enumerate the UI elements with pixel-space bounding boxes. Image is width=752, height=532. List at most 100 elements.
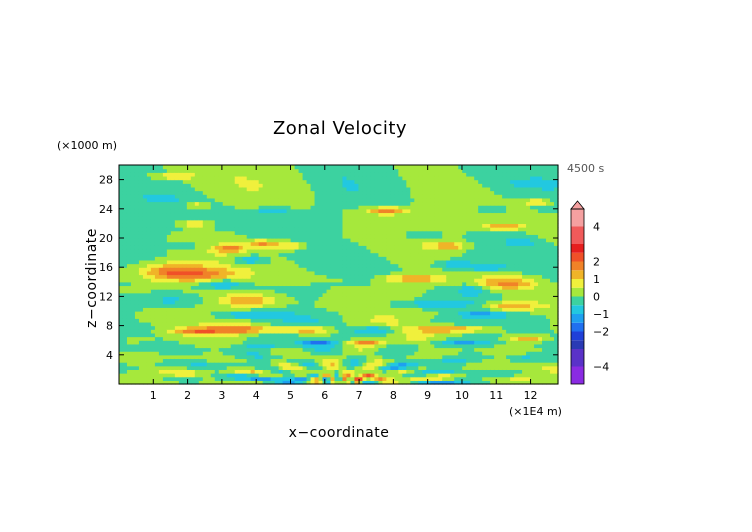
heatmap-cell: [282, 314, 288, 319]
heatmap-cell: [158, 376, 164, 381]
heatmap-cell: [442, 376, 447, 381]
heatmap-cell: [362, 165, 368, 170]
heatmap-cell: [330, 179, 336, 184]
heatmap-cell: [166, 197, 172, 203]
heatmap-cell: [382, 238, 387, 243]
heatmap-cell: [126, 208, 132, 214]
heatmap-cell: [246, 219, 252, 224]
heatmap-cell: [234, 351, 240, 356]
heatmap-cell: [270, 175, 276, 181]
heatmap-cell: [174, 380, 180, 385]
heatmap-cell: [406, 168, 411, 173]
heatmap-cell: [290, 183, 296, 188]
heatmap-cell: [430, 354, 435, 360]
heatmap-cell: [190, 343, 196, 349]
heatmap-cell: [366, 190, 372, 195]
heatmap-cell: [410, 285, 415, 290]
heatmap-cell: [194, 223, 200, 228]
heatmap-cell: [442, 270, 447, 276]
heatmap-cell: [210, 311, 216, 316]
heatmap-cell: [202, 227, 208, 232]
heatmap-cell: [238, 197, 244, 203]
heatmap-cell: [119, 168, 124, 173]
heatmap-cell: [194, 351, 200, 356]
heatmap-cell: [294, 362, 300, 367]
heatmap-cell: [362, 263, 368, 268]
heatmap-cell: [382, 303, 387, 308]
heatmap-cell: [210, 208, 216, 214]
heatmap-cell: [158, 175, 164, 181]
heatmap-cell: [166, 252, 172, 257]
heatmap-cell: [386, 245, 391, 250]
heatmap-cell: [250, 307, 256, 312]
heatmap-cell: [170, 223, 176, 228]
heatmap-cell: [238, 263, 244, 268]
heatmap-cell: [222, 311, 228, 316]
heatmap-cell: [238, 165, 244, 170]
heatmap-cell: [318, 234, 324, 239]
heatmap-cell: [274, 168, 280, 173]
heatmap-cell: [390, 307, 395, 312]
heatmap-cell: [362, 358, 368, 363]
heatmap-cell: [434, 281, 439, 287]
heatmap-cell: [434, 230, 439, 235]
heatmap-cell: [266, 238, 272, 243]
heatmap-cell: [322, 314, 328, 319]
heatmap-cell: [138, 300, 144, 305]
heatmap-cell: [370, 245, 376, 250]
heatmap-cell: [370, 292, 376, 297]
heatmap-cell: [222, 267, 228, 272]
heatmap-cell: [250, 194, 256, 199]
heatmap-cell: [326, 325, 332, 330]
heatmap-cell: [218, 303, 224, 308]
heatmap-cell: [414, 186, 419, 192]
heatmap-cell: [282, 365, 288, 370]
heatmap-cell: [154, 274, 160, 279]
heatmap-cell: [119, 325, 124, 330]
heatmap-cell: [314, 270, 320, 276]
heatmap-cell: [126, 292, 132, 297]
heatmap-cell: [334, 336, 340, 341]
heatmap-cell: [430, 227, 435, 232]
heatmap-cell: [126, 369, 132, 374]
heatmap-cell: [362, 365, 368, 370]
heatmap-cell: [278, 234, 284, 239]
heatmap-cell: [242, 179, 248, 184]
heatmap-cell: [226, 263, 232, 268]
heatmap-cell: [202, 252, 208, 257]
heatmap-cell: [182, 347, 188, 352]
heatmap-cell: [390, 212, 395, 217]
heatmap-cell: [254, 205, 260, 210]
heatmap-cell: [362, 230, 368, 235]
heatmap-cell: [246, 186, 252, 192]
heatmap-cell: [146, 183, 152, 188]
heatmap-cell: [378, 256, 383, 261]
heatmap-cell: [226, 197, 232, 203]
heatmap-cell: [374, 230, 380, 235]
heatmap-cell: [282, 362, 288, 367]
heatmap-cell: [254, 241, 260, 246]
heatmap-cell: [330, 263, 336, 268]
heatmap-cell: [154, 197, 160, 203]
heatmap-cell: [398, 248, 403, 254]
heatmap-cell: [119, 190, 124, 195]
heatmap-cell: [214, 292, 220, 297]
heatmap-cell: [178, 205, 184, 210]
heatmap-cell: [434, 197, 439, 203]
heatmap-cell: [446, 179, 451, 184]
heatmap-cell: [446, 256, 451, 261]
heatmap-cell: [282, 183, 288, 188]
heatmap-cell: [246, 205, 252, 210]
heatmap-cell: [146, 332, 152, 338]
heatmap-cell: [178, 347, 184, 352]
heatmap-cell: [154, 216, 160, 221]
heatmap-cell: [222, 263, 228, 268]
heatmap-cell: [342, 197, 348, 203]
heatmap-cell: [422, 376, 427, 381]
heatmap-cell: [138, 205, 144, 210]
heatmap-cell: [266, 263, 272, 268]
heatmap-cell: [406, 234, 411, 239]
heatmap-cell: [434, 376, 439, 381]
heatmap-cell: [402, 219, 407, 224]
heatmap-cell: [414, 289, 419, 294]
